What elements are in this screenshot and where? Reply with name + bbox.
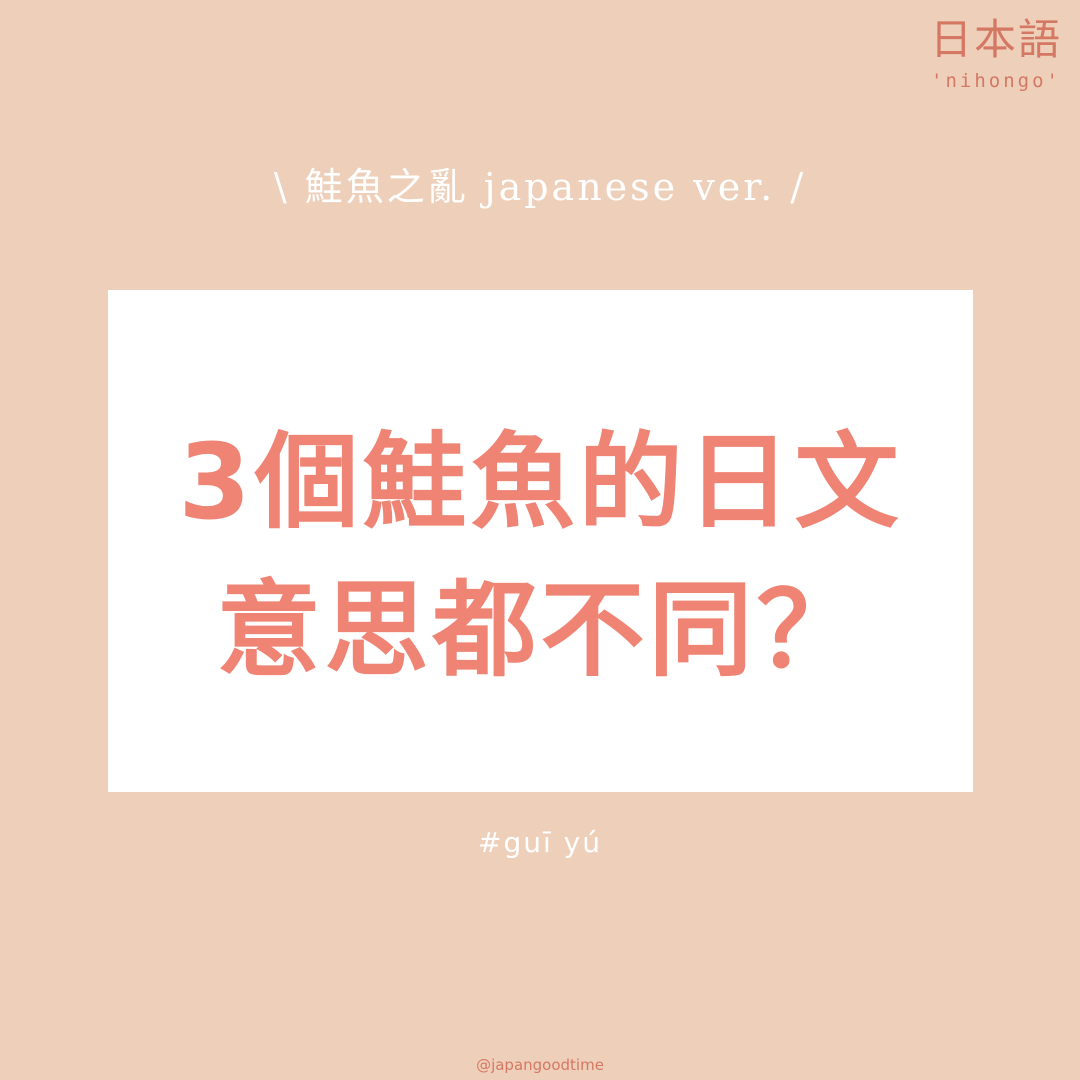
account-handle: @japangoodtime	[476, 1056, 604, 1074]
page-subtitle: \ 鮭魚之亂 japanese ver. /	[273, 165, 807, 209]
brand-logo: 日本語 'nihongo'	[930, 14, 1062, 92]
hashtag: #guī yú	[478, 826, 602, 859]
headline: 3個鮭魚的日文 意思都不同？	[108, 408, 973, 704]
brand-title: 日本語	[929, 15, 1062, 64]
headline-line-1: 3個鮭魚的日文	[178, 421, 903, 543]
headline-line-2: 意思都不同？	[216, 569, 865, 691]
headline-card: 3個鮭魚的日文 意思都不同？	[108, 290, 973, 792]
brand-subtitle: 'nihongo'	[931, 70, 1061, 92]
